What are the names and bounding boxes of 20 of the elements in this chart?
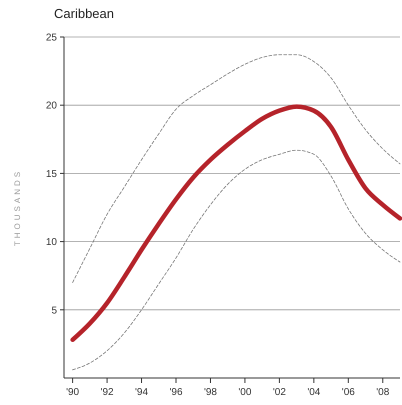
x-tick-label: '94 [135,387,148,398]
x-tick-label: '98 [204,387,218,398]
x-tick-label: '08 [376,387,390,398]
y-tick-label: 5 [51,305,58,316]
y-tick-label: 15 [46,168,58,180]
x-tick-label: '06 [342,387,356,398]
chart-title: Caribbean [54,6,114,21]
line-series [70,104,402,342]
x-tick-label: '92 [100,387,114,398]
x-tick-label: '90 [66,387,80,398]
y-axis-title: THOUSANDS [13,168,22,246]
y-tick-label: 20 [46,100,58,112]
x-tick-label: '04 [307,387,321,398]
x-tick-label: '00 [238,387,252,398]
line-series [72,150,400,370]
line-series [72,54,400,283]
y-tick-label: 10 [46,237,58,248]
x-tick-label: '96 [169,387,183,398]
y-tick-label: 25 [46,32,58,44]
x-tick-label: '02 [272,387,286,398]
